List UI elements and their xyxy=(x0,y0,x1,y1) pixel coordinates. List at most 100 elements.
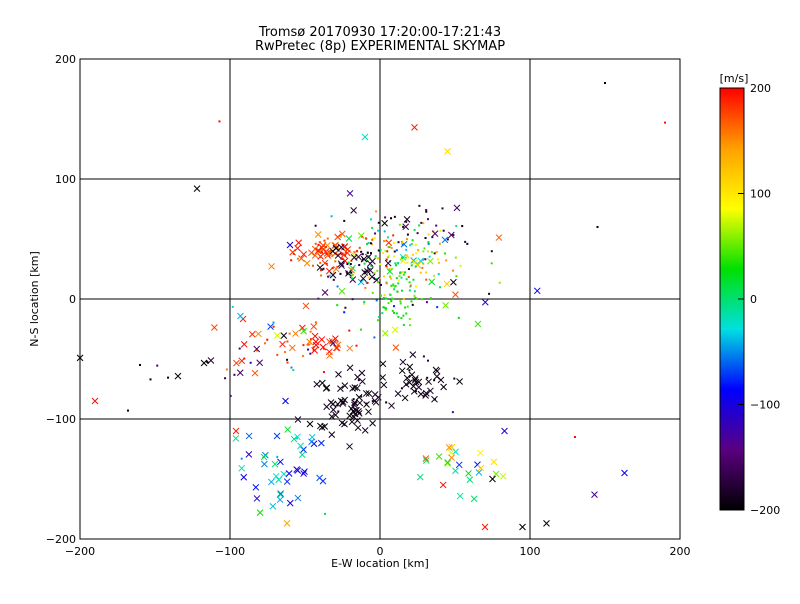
data-point-dot xyxy=(323,512,326,515)
data-points xyxy=(76,82,666,531)
data-point-dot xyxy=(441,207,444,210)
data-point-cross xyxy=(232,435,240,442)
data-point-cross xyxy=(465,470,472,477)
data-point-cross xyxy=(408,371,416,379)
data-point-dot xyxy=(256,349,259,352)
data-point-dot xyxy=(414,243,417,246)
data-point-dot xyxy=(358,264,361,267)
data-point-dot xyxy=(401,289,404,292)
data-point-cross xyxy=(444,459,452,466)
data-point-dot xyxy=(332,272,335,275)
data-point-dot xyxy=(383,230,386,233)
data-point-dot xyxy=(412,278,415,281)
data-point-dot xyxy=(350,271,353,274)
data-point-dot xyxy=(377,315,380,318)
data-point-cross xyxy=(334,341,342,349)
data-point-cross xyxy=(327,399,335,406)
data-point-cross xyxy=(317,439,325,447)
data-point-dot xyxy=(344,306,347,309)
data-point-cross xyxy=(399,358,407,366)
data-point-dot xyxy=(337,410,340,413)
data-point-cross xyxy=(346,412,354,420)
data-point-cross xyxy=(481,298,489,306)
data-point-dot xyxy=(394,262,397,265)
data-point-dot xyxy=(272,321,275,324)
data-point-dot xyxy=(446,238,449,241)
x-axis-ticks: −200 −100 0 100 200 xyxy=(65,533,691,558)
data-point-dot xyxy=(401,240,404,243)
data-point-dot xyxy=(366,251,369,254)
data-point-cross xyxy=(369,257,376,265)
data-point-dot xyxy=(381,312,384,315)
data-point-dot xyxy=(318,241,321,244)
data-point-cross xyxy=(232,427,240,435)
data-point-cross xyxy=(415,383,423,391)
data-point-dot xyxy=(370,252,373,255)
data-point-dot xyxy=(439,286,442,289)
data-point-cross xyxy=(354,373,361,381)
data-point-cross xyxy=(284,426,292,433)
data-point-dot xyxy=(357,379,360,382)
data-point-dot xyxy=(435,224,438,227)
data-point-dot xyxy=(388,254,391,257)
data-point-cross xyxy=(279,340,286,348)
data-point-cross xyxy=(273,332,281,339)
data-point-dot xyxy=(355,344,358,347)
data-point-cross xyxy=(286,499,294,507)
data-point-dot xyxy=(408,281,411,284)
data-point-dot xyxy=(406,233,409,236)
data-point-dot xyxy=(398,223,401,226)
data-point-dot xyxy=(410,264,413,267)
data-point-dot xyxy=(490,262,493,265)
data-point-dot xyxy=(387,256,390,259)
data-point-cross xyxy=(337,397,345,405)
colorbar-tick-label: 0 xyxy=(750,293,757,306)
data-point-dot xyxy=(427,242,430,245)
data-point-dot xyxy=(336,404,339,407)
data-point-cross xyxy=(349,276,357,283)
data-point-cross xyxy=(345,270,352,277)
data-point-cross xyxy=(334,252,342,259)
data-point-dot xyxy=(490,250,493,253)
data-point-dot xyxy=(343,219,346,222)
chart-subtitle: RwPretec (8p) EXPERIMENTAL SKYMAP xyxy=(255,39,505,54)
data-point-dot xyxy=(399,272,402,275)
data-point-cross xyxy=(300,470,307,477)
data-point-dot xyxy=(348,329,351,332)
data-point-cross xyxy=(237,312,244,320)
data-point-dot xyxy=(367,255,370,258)
data-point-cross xyxy=(363,401,370,408)
data-point-dot xyxy=(389,275,392,278)
data-point-cross xyxy=(267,323,274,331)
data-point-dot xyxy=(664,121,666,124)
data-point-cross xyxy=(359,275,367,282)
data-point-dot xyxy=(371,237,374,240)
data-point-cross xyxy=(338,419,346,427)
data-point-dot xyxy=(435,250,438,253)
data-point-dot xyxy=(409,324,412,327)
data-point-cross xyxy=(490,458,498,466)
colorbar-ticks: 200 100 0 −100 −200 xyxy=(738,82,780,517)
data-point-dot xyxy=(409,244,412,247)
data-point-dot xyxy=(387,246,390,249)
data-point-dot xyxy=(414,296,417,299)
data-point-dot xyxy=(401,241,404,244)
data-point-dot xyxy=(423,247,426,250)
data-point-dot xyxy=(428,255,431,258)
data-point-cross xyxy=(346,443,353,450)
data-point-cross xyxy=(269,502,277,510)
data-point-dot xyxy=(425,271,428,274)
data-point-cross xyxy=(428,278,436,286)
data-point-dot xyxy=(365,237,368,240)
data-point-cross xyxy=(312,341,320,349)
data-point-dot xyxy=(334,260,337,263)
data-point-cross xyxy=(193,185,201,192)
data-point-dot xyxy=(409,285,412,288)
data-point-dot xyxy=(393,250,396,253)
data-point-dot xyxy=(464,240,467,243)
data-point-dot xyxy=(367,276,370,279)
data-point-cross xyxy=(346,190,354,197)
data-point-dot xyxy=(371,400,374,403)
data-point-dot xyxy=(596,226,599,228)
